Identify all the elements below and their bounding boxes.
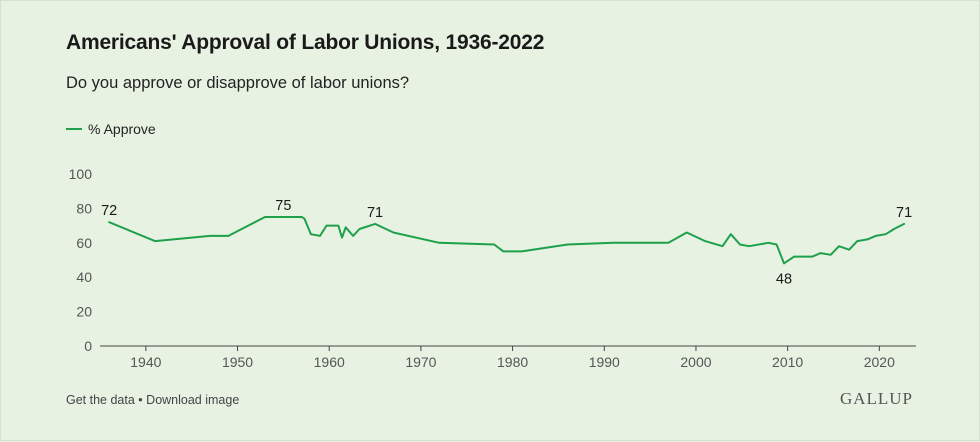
y-tick-label: 0	[84, 338, 92, 354]
y-tick-label: 100	[69, 166, 93, 182]
footer-separator: •	[138, 393, 143, 407]
y-tick-label: 40	[76, 269, 92, 285]
legend-label: % Approve	[88, 121, 156, 137]
chart-subtitle: Do you approve or disapprove of labor un…	[66, 74, 410, 92]
x-axis: 1940 1950 1960 1970 1980 1990 2000 2010 2020	[100, 345, 916, 370]
data-label: 71	[367, 205, 383, 221]
y-axis: 0 20 40 60 80 100	[69, 166, 93, 354]
x-tick-label: 1950	[222, 354, 253, 370]
get-data-link[interactable]: Get the data	[66, 393, 135, 407]
x-tick-label: 1990	[589, 354, 620, 370]
x-tick-label: 1970	[405, 354, 436, 370]
series-line-approve	[108, 216, 906, 265]
x-tick-label: 1940	[130, 354, 161, 370]
y-tick-label: 20	[76, 304, 92, 320]
x-tick-label: 1960	[314, 354, 345, 370]
series-layer	[108, 216, 906, 265]
legend-line-swatch	[66, 128, 82, 130]
chart-title: Americans' Approval of Labor Unions, 193…	[66, 31, 545, 54]
legend: % Approve	[66, 121, 156, 137]
x-tick-label: 1980	[497, 354, 528, 370]
gallup-logo: GALLUP	[839, 389, 913, 408]
x-tick-label: 2000	[680, 354, 711, 370]
x-tick-label: 2020	[864, 354, 895, 370]
y-tick-label: 60	[76, 235, 92, 251]
x-tick-label: 2010	[772, 354, 803, 370]
data-label-layer: 72 75 71 48 71	[101, 198, 912, 287]
footer-links: Get the data • Download image	[66, 393, 239, 407]
download-image-link[interactable]: Download image	[146, 393, 240, 407]
y-tick-label: 80	[76, 200, 92, 216]
data-label: 75	[275, 198, 291, 214]
data-label: 48	[776, 271, 792, 287]
data-label: 72	[101, 203, 117, 219]
data-label: 71	[896, 205, 912, 221]
